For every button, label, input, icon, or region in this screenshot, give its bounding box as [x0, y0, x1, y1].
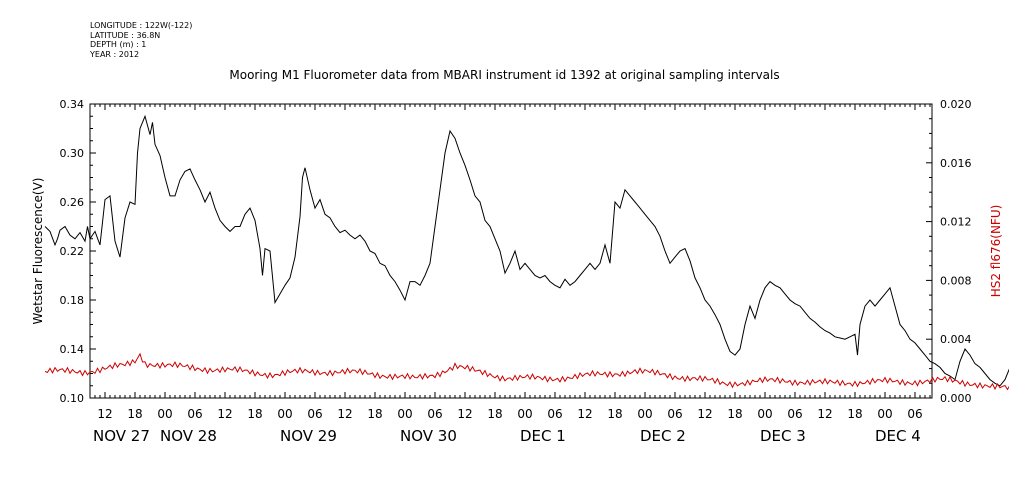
x-day-label: DEC 4 [875, 427, 921, 445]
y-tick-label-right: 0.020 [940, 98, 972, 111]
x-hour-label: 12 [97, 407, 112, 421]
plot-frame [89, 103, 933, 399]
right-tick-labels: 0.000 0.004 0.008 0.012 0.016 0.020 [940, 98, 972, 405]
left-tick-labels: 0.10 0.14 0.18 0.22 0.26 0.30 0.34 [60, 98, 85, 405]
x-hour-label: 18 [607, 407, 622, 421]
x-hour-label: 18 [127, 407, 142, 421]
x-hour-label: 06 [667, 407, 682, 421]
y-axis-label-right: HS2 fl676(NFU) [989, 205, 1003, 298]
x-hour-label: 00 [757, 407, 772, 421]
y-tick-label-right: 0.000 [940, 392, 972, 405]
x-hour-label: 12 [457, 407, 472, 421]
x-hour-label: 12 [217, 407, 232, 421]
x-hour-label: 06 [187, 407, 202, 421]
y-tick-label-right: 0.012 [940, 216, 972, 229]
x-day-label: NOV 28 [160, 427, 217, 445]
wetstar-series-line [44, 114, 1009, 387]
x-hour-label: 18 [367, 407, 382, 421]
x-hour-label: 06 [907, 407, 922, 421]
x-day-label: NOV 27 [93, 427, 150, 445]
series-lines [44, 114, 1009, 391]
y-tick-label-right: 0.016 [940, 157, 972, 170]
x-day-label: NOV 30 [400, 427, 457, 445]
x-day-label: NOV 29 [280, 427, 337, 445]
y-tick-label-left: 0.30 [60, 147, 85, 160]
x-hour-label: 12 [817, 407, 832, 421]
x-hour-label: 18 [847, 407, 862, 421]
x-hour-label: 00 [277, 407, 292, 421]
x-day-label: DEC 3 [760, 427, 806, 445]
y-tick-label-right: 0.004 [940, 333, 972, 346]
x-day-label: DEC 2 [640, 427, 686, 445]
x-hour-label: 06 [307, 407, 322, 421]
metadata-block: LONGITUDE : 122W(-122) LATITUDE : 36.8N … [90, 21, 192, 59]
x-hour-label: 12 [577, 407, 592, 421]
x-hour-label: 12 [697, 407, 712, 421]
x-hour-label: 00 [517, 407, 532, 421]
chart-title: Mooring M1 Fluorometer data from MBARI i… [229, 68, 780, 82]
x-hour-label: 06 [427, 407, 442, 421]
y-tick-label-left: 0.26 [60, 196, 85, 209]
x-hour-label: 00 [877, 407, 892, 421]
x-hour-label: 06 [787, 407, 802, 421]
tick-marks [89, 103, 932, 399]
hs2-series-line [44, 352, 1009, 391]
y-tick-label-right: 0.008 [940, 274, 972, 287]
y-axis-label-left: Wetstar Fluorescence(V) [31, 178, 45, 325]
y-tick-label-left: 0.34 [60, 98, 85, 111]
x-hour-label: 12 [337, 407, 352, 421]
longitude-line: LONGITUDE : 122W(-122) [90, 21, 193, 30]
year-line: YEAR : 2012 [90, 49, 140, 59]
depth-line: DEPTH (m) : 1 [90, 40, 147, 50]
x-hour-label: 00 [157, 407, 172, 421]
latitude-line: LATITUDE : 36.8N [90, 30, 161, 40]
y-tick-label-left: 0.22 [60, 245, 85, 258]
x-hour-label: 00 [637, 407, 652, 421]
x-hour-label: 18 [727, 407, 742, 421]
x-day-label: DEC 1 [520, 427, 566, 445]
y-tick-label-left: 0.14 [60, 343, 85, 356]
x-hour-label: 00 [397, 407, 412, 421]
x-hour-label: 18 [247, 407, 262, 421]
x-hour-label: 18 [487, 407, 502, 421]
y-tick-label-left: 0.10 [60, 392, 85, 405]
x-hour-label: 06 [547, 407, 562, 421]
y-tick-label-left: 0.18 [60, 294, 85, 307]
x-tick-labels: 12 18 00 06 12 18 00 06 12 18 00 06 12 18 00 06 12 18 00 06… [93, 407, 923, 445]
